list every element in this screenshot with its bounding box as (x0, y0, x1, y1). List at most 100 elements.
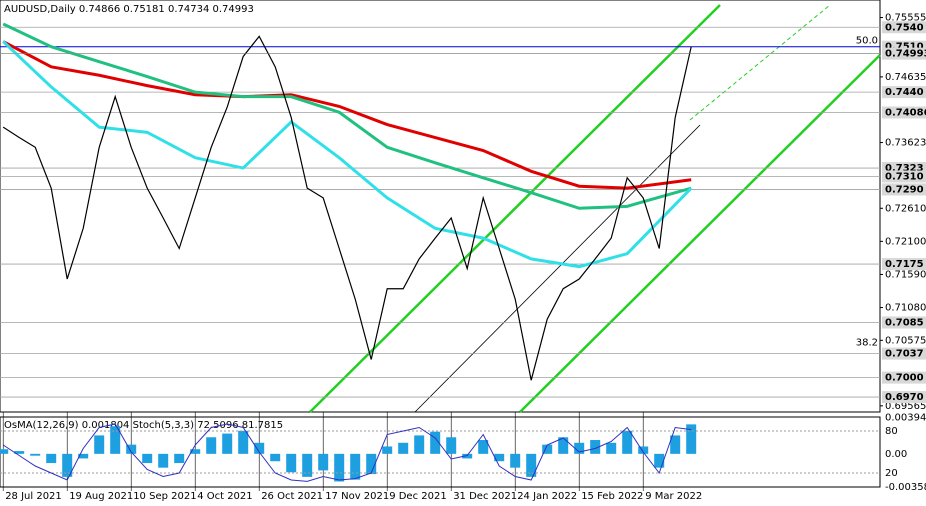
y-tick-label: 0.75555 (885, 13, 926, 24)
osma-bar (46, 453, 57, 464)
level-label-box (882, 391, 926, 404)
osma-bar (302, 453, 313, 477)
osma-bar (574, 442, 585, 454)
osma-bar (142, 453, 153, 464)
osma-bar (78, 453, 89, 459)
osma-bar (110, 426, 121, 454)
osma-bar (558, 437, 569, 454)
osma-bar (638, 446, 649, 454)
moving-average (2, 22, 692, 210)
osma-bar (254, 442, 265, 454)
osma-bar (510, 453, 521, 468)
chart-title: AUDUSD,Daily 0.74866 0.75181 0.74734 0.7… (4, 4, 254, 15)
osma-bar (190, 449, 201, 454)
trend-line (414, 124, 701, 413)
osma-bar (94, 435, 105, 454)
osma-bar (606, 442, 617, 454)
level-label: 0.7085 (885, 317, 924, 328)
osma-bar (238, 430, 249, 454)
osma-bar (174, 453, 185, 464)
osma-bar (446, 437, 457, 454)
osma-bar (318, 453, 329, 471)
osma-bar (686, 424, 697, 454)
fibo-label: 50.0 (856, 36, 878, 47)
y-tick-label: 0.74635 (885, 72, 926, 83)
x-tick-label: 9 Mar 2022 (645, 491, 702, 502)
level-label-box (882, 47, 926, 60)
x-tick-label: 31 Dec 2021 (453, 491, 517, 502)
level-label-box (882, 170, 926, 183)
osma-bar (286, 453, 297, 473)
level-label: 0.7323 (885, 163, 924, 174)
level-label-box (882, 258, 926, 271)
x-tick-label: 26 Oct 2021 (261, 491, 323, 502)
osma-bar (382, 446, 393, 454)
x-tick-label: 19 Aug 2021 (69, 491, 133, 502)
level-label-box (882, 371, 926, 384)
osma-bar (158, 453, 169, 468)
osma-bar (350, 453, 361, 480)
x-tick-label: 24 Jan 2022 (517, 491, 577, 502)
stoch-tick-label: 80 (885, 426, 898, 437)
moving-average (2, 40, 693, 269)
y-tick-label: 0.73623 (885, 138, 926, 149)
osma-bar (462, 453, 473, 459)
moving-average (2, 40, 692, 190)
osma-bar (494, 453, 505, 462)
level-label: 0.7175 (885, 259, 924, 270)
level-label: 0.7310 (885, 171, 924, 182)
osma-bar (334, 453, 345, 482)
fibo-label: 38.2 (856, 337, 878, 348)
y-tick-label: 0.69565 (885, 401, 926, 412)
level-label: 0.7000 (885, 373, 924, 384)
x-tick-label: 10 Sep 2021 (133, 491, 196, 502)
level-label-box (882, 316, 926, 329)
price-panel (0, 0, 881, 413)
osma-bar (62, 453, 73, 477)
osma-bar (270, 453, 281, 462)
x-tick-label: 28 Jul 2021 (5, 491, 62, 502)
osma-bar (206, 437, 217, 454)
x-tick-label: 15 Feb 2022 (581, 491, 643, 502)
osma-bar (366, 453, 377, 475)
level-label-box (882, 183, 926, 196)
osma-tick-label: -0.003584 (885, 482, 926, 493)
osma-bar (526, 453, 537, 477)
osma-bar (478, 440, 489, 454)
level-label: 0.6970 (885, 392, 924, 403)
oscillator-title: OsMA(12,26,9) 0.001804 Stoch(5,3,3) 72.5… (4, 420, 283, 431)
osma-bar (590, 440, 601, 454)
y-tick-label: 0.70575 (885, 335, 926, 346)
osma-bar (670, 435, 681, 454)
level-label: 0.74993 (885, 49, 926, 60)
y-tick-label: 0.72610 (885, 203, 926, 214)
osma-tick-label: 0.003949 (885, 412, 926, 423)
price-line (2, 35, 692, 381)
osma-bar (0, 449, 9, 454)
osma-bar (542, 444, 553, 454)
osma-tick-label: 0.00 (885, 449, 907, 460)
level-label-box (882, 21, 926, 34)
stoch-tick-label: 20 (885, 468, 898, 479)
channel-line (689, 4, 831, 121)
y-tick-label: 0.71080 (885, 303, 926, 314)
osma-bar (654, 453, 665, 468)
level-label-box (882, 347, 926, 360)
osma-bar (622, 430, 633, 454)
channel-line (309, 4, 721, 413)
osma-bar (14, 451, 25, 454)
level-label: 0.7510 (885, 42, 924, 53)
level-label: 0.7037 (885, 349, 924, 360)
level-label: 0.74086 (885, 108, 926, 119)
y-tick-label: 0.71590 (885, 269, 926, 280)
level-label: 0.7440 (885, 87, 924, 98)
osma-bar (222, 433, 233, 454)
stoch-line (2, 423, 692, 482)
x-tick-label: 9 Dec 2021 (389, 491, 447, 502)
osma-bar (398, 442, 409, 454)
level-label: 0.7540 (885, 22, 924, 33)
osma-bar (30, 453, 41, 456)
level-label-box (882, 106, 926, 119)
